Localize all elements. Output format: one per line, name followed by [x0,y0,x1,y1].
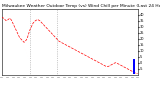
Bar [133,59,135,74]
Text: Milwaukee Weather Outdoor Temp (vs) Wind Chill per Minute (Last 24 Hours): Milwaukee Weather Outdoor Temp (vs) Wind… [2,4,160,8]
